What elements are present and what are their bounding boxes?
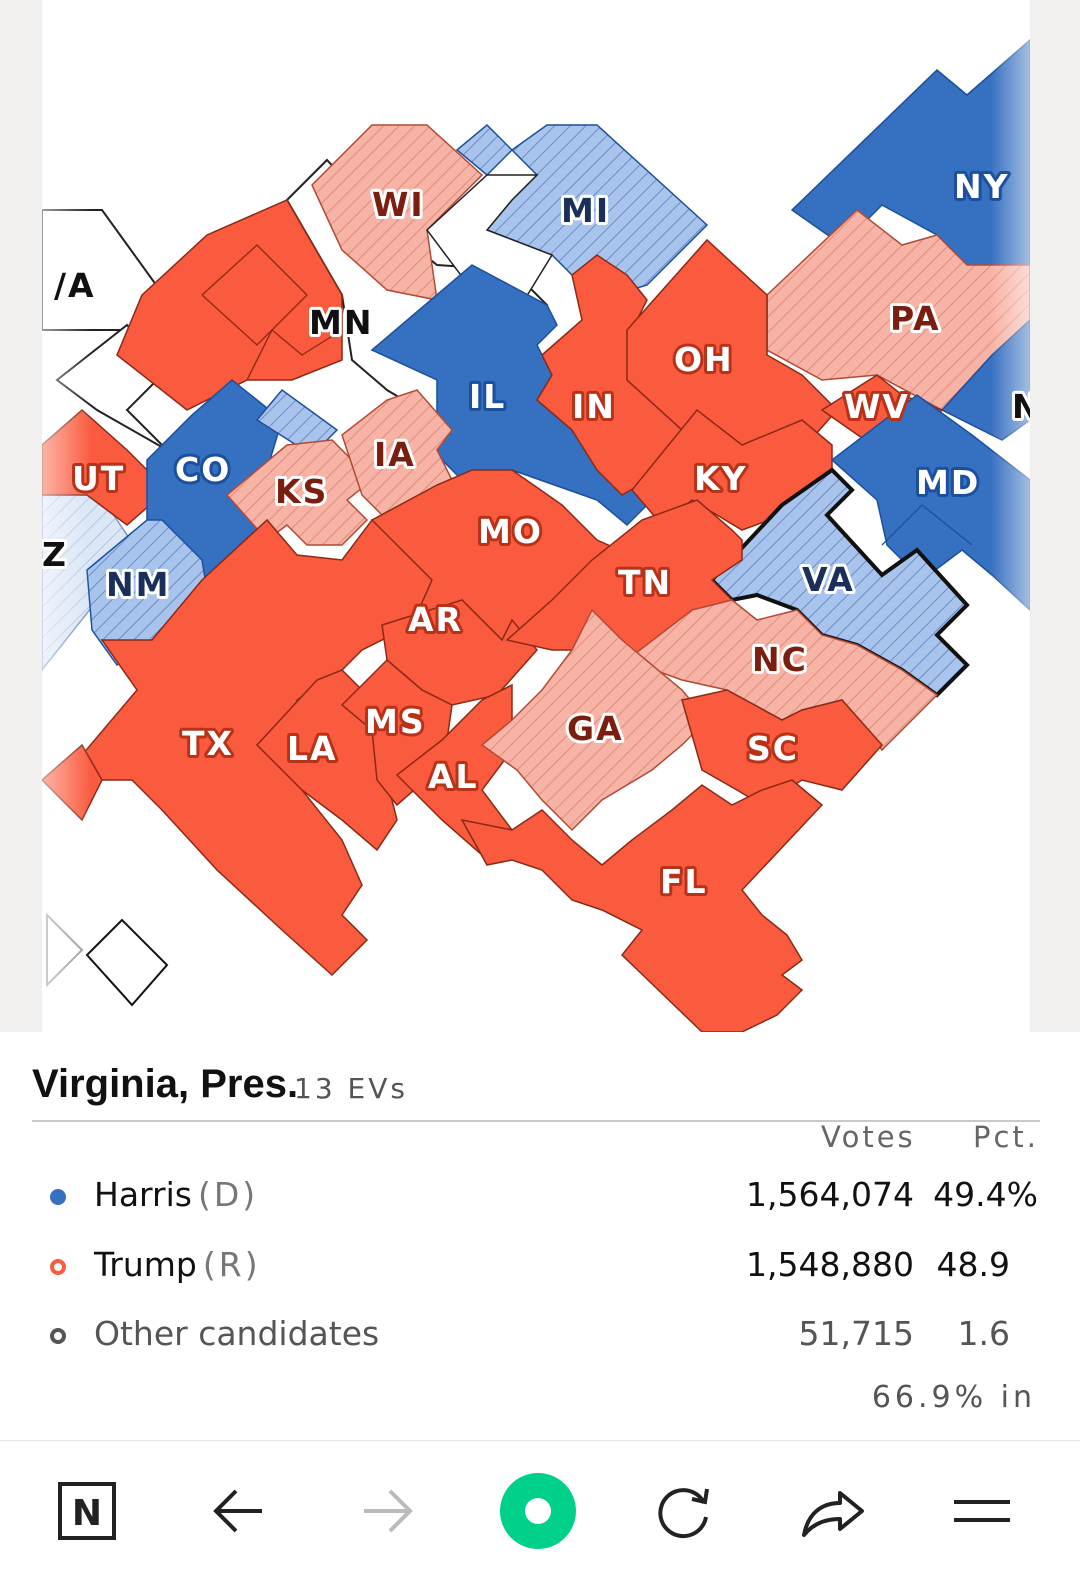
candidate-row-other: Other candidates 51,715 1.6: [0, 1309, 1080, 1369]
left-edge-fade: [42, 0, 92, 1032]
right-edge-fade: [990, 0, 1030, 1032]
label-LA: LA: [287, 729, 338, 768]
label-CO: CO: [175, 450, 231, 489]
candidate-votes: 51,715: [798, 1314, 914, 1353]
label-AR: AR: [408, 600, 463, 639]
label-IA: IA: [374, 435, 416, 474]
race-title: Virginia, Pres.: [32, 1062, 299, 1106]
candidate-row-trump: Trump (R) 1,548,880 48.9: [0, 1240, 1080, 1300]
votes-column-header: Votes: [821, 1120, 916, 1154]
label-partial-N: N: [1012, 387, 1030, 426]
label-FL: FL: [660, 862, 708, 901]
label-NY: NY: [954, 167, 1010, 206]
label-WI: WI: [372, 185, 425, 224]
label-MS: MS: [365, 702, 426, 741]
label-IL: IL: [469, 377, 506, 416]
reload-icon[interactable]: [642, 1469, 726, 1553]
svg-text:N: N: [72, 1493, 102, 1534]
label-OH: OH: [674, 340, 734, 379]
label-PA: PA: [890, 299, 941, 338]
pct-column-header: Pct.: [973, 1120, 1040, 1154]
state-NE-sliver[interactable]: [255, 388, 339, 456]
state-VA[interactable]: [709, 467, 970, 698]
label-KS: KS: [275, 472, 328, 511]
state-PA[interactable]: [766, 209, 1030, 411]
label-partial-A: /A: [54, 266, 96, 305]
race-header: Virginia, Pres. 13 EVs: [32, 1050, 1040, 1122]
label-KY: KY: [694, 459, 747, 498]
label-WV: WV: [844, 387, 910, 426]
dem-dot-icon: [50, 1189, 66, 1205]
state-IA[interactable]: [341, 389, 453, 521]
state-SC[interactable]: [681, 689, 884, 806]
state-KS[interactable]: [225, 439, 374, 546]
label-MD: MD: [916, 463, 980, 502]
label-VA: VA: [802, 560, 855, 599]
back-arrow-icon[interactable]: [196, 1469, 280, 1553]
electoral-votes: 13 EVs: [294, 1072, 408, 1105]
candidate-pct: 1.6: [957, 1314, 1010, 1353]
label-MI: MI: [561, 191, 610, 230]
candidate-name: Other candidates: [94, 1314, 380, 1353]
newsbreak-logo-icon[interactable]: N: [45, 1469, 129, 1553]
label-SC: SC: [747, 729, 799, 768]
candidate-votes: 1,548,880: [746, 1245, 914, 1284]
candidate-party: (D): [197, 1175, 259, 1214]
browser-toolbar: N: [0, 1440, 1080, 1586]
label-GA: GA: [567, 709, 624, 748]
other-ring-icon: [50, 1328, 66, 1344]
share-icon[interactable]: [790, 1469, 874, 1553]
race-results-panel: Virginia, Pres. 13 EVs Votes Pct. Harris…: [0, 1032, 1080, 1455]
candidate-row-harris: Harris (D) 1,564,074 49.4%: [0, 1170, 1080, 1230]
label-AL: AL: [428, 757, 479, 796]
state-FL[interactable]: [460, 779, 824, 1032]
label-partial-Z: Z: [42, 535, 68, 574]
home-circle-icon[interactable]: [496, 1469, 580, 1553]
candidate-votes: 1,564,074: [746, 1175, 914, 1214]
candidate-pct: 49.4%: [933, 1175, 1038, 1214]
state-labels: /A WI MI NY MN PA IL OH IN WV N UT CO IA…: [42, 164, 1030, 904]
map-svg[interactable]: /A WI MI NY MN PA IL OH IN WV N UT CO IA…: [42, 0, 1030, 1032]
reporting-status: 66.9% in: [871, 1380, 1036, 1415]
label-TX: TX: [182, 724, 234, 763]
label-NM: NM: [106, 565, 170, 604]
label-MO: MO: [478, 512, 543, 551]
candidate-name: Trump: [94, 1245, 197, 1284]
label-MN: MN: [309, 303, 373, 342]
forward-arrow-icon[interactable]: [346, 1469, 430, 1553]
state-AL[interactable]: [395, 683, 514, 856]
candidate-party: (R): [202, 1245, 261, 1284]
rep-ring-icon: [50, 1259, 66, 1275]
menu-icon[interactable]: [940, 1469, 1024, 1553]
state-ND-SD[interactable]: [116, 199, 343, 411]
label-NC: NC: [752, 640, 808, 679]
label-UT: UT: [72, 459, 125, 498]
candidate-name: Harris: [94, 1175, 192, 1214]
electoral-map[interactable]: /A WI MI NY MN PA IL OH IN WV N UT CO IA…: [42, 0, 1030, 1032]
label-TN: TN: [618, 563, 672, 602]
label-IN: IN: [572, 387, 616, 426]
candidate-pct: 48.9: [936, 1245, 1010, 1284]
